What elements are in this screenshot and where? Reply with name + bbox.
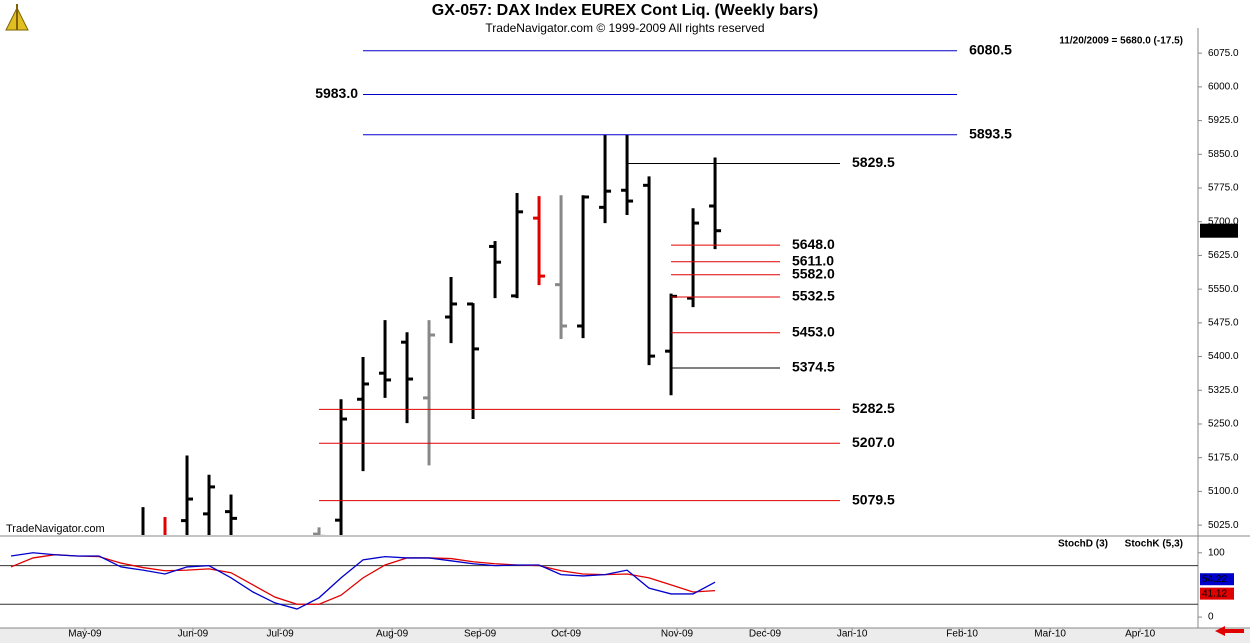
- y-tick-label: 5025.0: [1208, 520, 1239, 531]
- level-label: 5829.5: [852, 154, 895, 170]
- y-tick-label: 5400.0: [1208, 351, 1239, 362]
- y-tick-label: 5250.0: [1208, 419, 1239, 430]
- level-label: 5207.0: [852, 434, 895, 450]
- last-value-label: 41.12: [1202, 588, 1227, 599]
- last-price-label: 5680.0: [1203, 225, 1234, 236]
- y-tick-label: 6000.0: [1208, 82, 1239, 93]
- x-axis-strip: [0, 628, 1250, 643]
- y-tick-label: 5775.0: [1208, 183, 1239, 194]
- level-label: 5532.5: [792, 288, 835, 304]
- legend-entry: StochD (3): [1058, 539, 1108, 550]
- y-tick-label: 5325.0: [1208, 385, 1239, 396]
- y-tick-label: 6075.0: [1208, 48, 1239, 59]
- stoch-panel: [0, 552, 1198, 610]
- level-label: 5893.5: [969, 125, 1012, 141]
- y-tick-label: 5850.0: [1208, 149, 1239, 160]
- level-label: 5648.0: [792, 236, 835, 252]
- last-price-box: [1200, 223, 1238, 238]
- y-tick-label: 5625.0: [1208, 250, 1239, 261]
- last-value-label: 54.22: [1202, 574, 1227, 585]
- watermark: TradeNavigator.com: [6, 523, 105, 535]
- y-tick-label: 5925.0: [1208, 115, 1239, 126]
- last-value-box: [1200, 587, 1234, 600]
- logo: [5, 4, 29, 31]
- y-tick-label: 5475.0: [1208, 317, 1239, 328]
- chart-subtitle: TradeNavigator.com © 1999-2009 All right…: [485, 21, 764, 35]
- axes: 5025.0 5100.0 5175.0 5250.0 5325.0 5400.0 5475…: [68, 41, 1239, 639]
- y-tick-label: 100: [1208, 547, 1225, 558]
- stoch-line: [10, 552, 716, 610]
- level-label: 5374.5: [792, 359, 835, 375]
- level-label: 5582.0: [792, 265, 835, 281]
- x-tick-label: Feb-10: [946, 629, 978, 640]
- x-tick-label: Jul-09: [266, 629, 294, 640]
- last-info: 11/20/2009 = 5680.0 (-17.5): [1059, 36, 1183, 47]
- x-tick-label: May-09: [68, 629, 102, 640]
- level-label: 5079.5: [852, 491, 895, 507]
- last-value-box: [1200, 573, 1234, 586]
- level-label: 5453.0: [792, 323, 835, 339]
- level-label: 5611.0: [792, 252, 834, 268]
- scroll-arrow[interactable]: [1215, 626, 1244, 636]
- x-tick-label: Aug-09: [376, 629, 409, 640]
- x-tick-label: Mar-10: [1034, 629, 1066, 640]
- price-panel: [141, 50, 958, 535]
- level-label: 5282.5: [852, 400, 895, 416]
- level-label: 6080.5: [969, 41, 1012, 57]
- x-tick-label: Jun-09: [178, 629, 209, 640]
- x-tick-label: Sep-09: [464, 629, 497, 640]
- x-tick-label: Jan-10: [837, 629, 868, 640]
- x-tick-label: Oct-09: [551, 629, 581, 640]
- x-tick-label: Dec-09: [749, 629, 782, 640]
- y-tick-label: 5550.0: [1208, 284, 1239, 295]
- y-tick-label: 0: [1208, 612, 1214, 623]
- y-tick-label: 5700.0: [1208, 216, 1239, 227]
- y-tick-label: 5175.0: [1208, 452, 1239, 463]
- level-label: 5983.0: [315, 85, 358, 101]
- x-tick-label: Nov-09: [661, 629, 694, 640]
- y-tick-label: 5100.0: [1208, 486, 1239, 497]
- legend-entry: StochK (5,3): [1125, 539, 1183, 550]
- chart-title: GX-057: DAX Index EUREX Cont Liq. (Weekl…: [432, 2, 818, 19]
- x-tick-label: Apr-10: [1125, 629, 1155, 640]
